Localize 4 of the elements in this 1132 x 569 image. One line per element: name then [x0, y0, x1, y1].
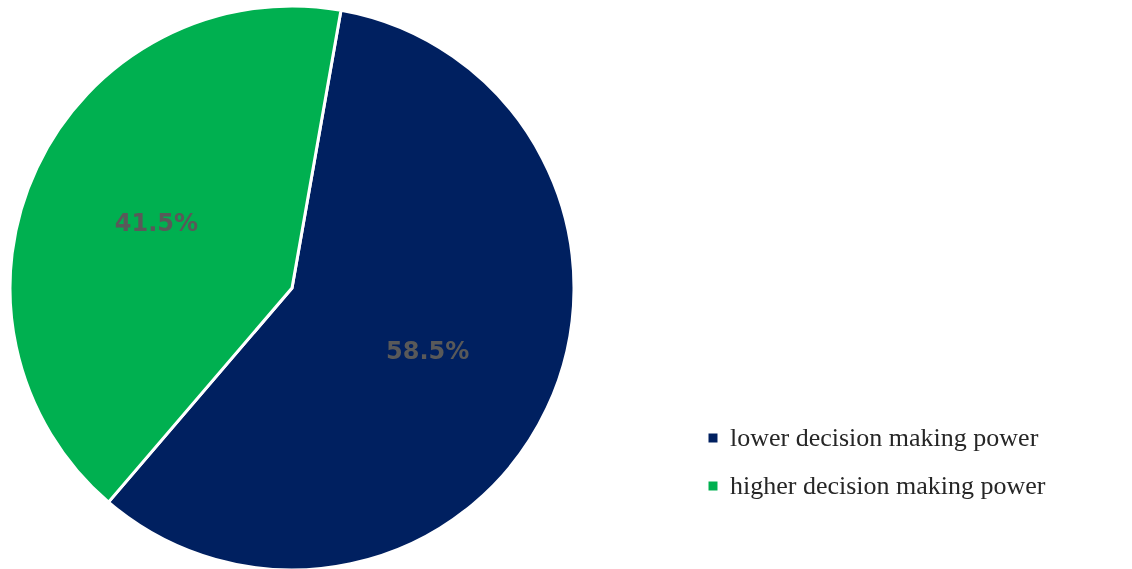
data-label: 58.5%: [385, 337, 470, 366]
legend-label: higher decision making power: [730, 471, 1046, 500]
legend-label: lower decision making power: [730, 423, 1039, 452]
data-label: 41.5%: [114, 208, 199, 237]
